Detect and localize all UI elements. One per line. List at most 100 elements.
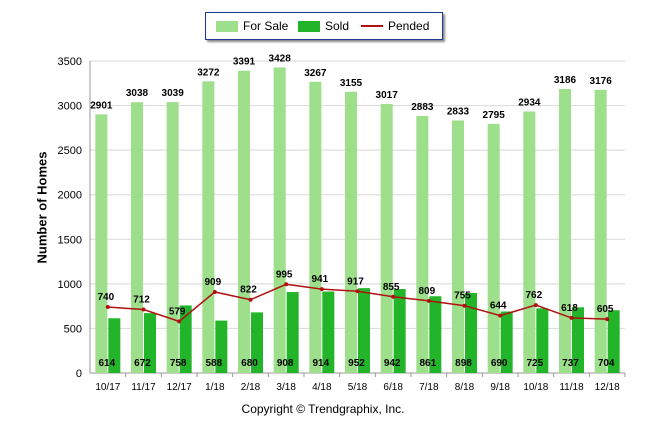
data-label-pended: 740 (97, 292, 114, 303)
legend-item-for-sale: For Sale (216, 19, 288, 33)
data-label-for-sale: 2934 (518, 97, 541, 108)
bar-for-sale (95, 114, 108, 373)
legend-line-pended (361, 25, 383, 27)
x-tick-label: 12/17 (167, 382, 192, 393)
data-label-for-sale: 3039 (162, 88, 185, 99)
bar-sold (429, 296, 442, 373)
bar-for-sale (594, 89, 607, 373)
bar-for-sale (309, 81, 322, 373)
data-label-for-sale: 3155 (340, 78, 363, 89)
bar-sold (108, 318, 121, 373)
legend-swatch-sold (298, 20, 320, 32)
point-pended (426, 298, 431, 303)
legend-label-pended: Pended (388, 19, 430, 33)
data-label-sold: 690 (491, 358, 508, 369)
bar-for-sale (238, 70, 250, 374)
bar-for-sale (202, 81, 215, 373)
data-label-for-sale: 2901 (90, 100, 113, 111)
data-label-sold: 861 (419, 358, 436, 369)
x-tick-label: 7/18 (419, 382, 439, 393)
point-pended (533, 303, 538, 308)
data-label-for-sale: 3428 (269, 53, 292, 64)
data-label-for-sale: 3391 (233, 57, 256, 68)
legend-label-sold: Sold (325, 19, 350, 33)
bar-for-sale (273, 67, 286, 374)
legend-item-sold: Sold (298, 19, 349, 33)
x-tick-label: 10/18 (523, 382, 548, 393)
data-label-sold: 952 (348, 358, 365, 369)
bar-for-sale (131, 102, 143, 374)
data-label-pended: 579 (169, 306, 186, 317)
x-tick-label: 11/18 (559, 382, 584, 393)
data-label-sold: 614 (98, 358, 115, 369)
data-label-sold: 672 (134, 358, 151, 369)
bar-sold (500, 311, 513, 373)
data-label-pended: 917 (347, 276, 364, 287)
legend-swatch-for-sale (216, 20, 238, 32)
bar-sold (393, 289, 406, 373)
bar-for-sale (523, 111, 536, 373)
data-label-pended: 618 (561, 303, 578, 314)
bar-for-sale (416, 116, 429, 373)
data-label-pended: 909 (204, 277, 221, 288)
bar-for-sale (166, 102, 179, 374)
data-label-for-sale: 2833 (447, 106, 470, 117)
bar-sold (286, 292, 299, 373)
data-label-sold: 737 (562, 358, 579, 369)
data-label-sold: 680 (241, 358, 258, 369)
point-pended (462, 303, 467, 308)
bar-sold (572, 307, 584, 373)
data-label-sold: 908 (277, 358, 294, 369)
point-pended (569, 315, 574, 320)
point-pended (248, 297, 253, 302)
bar-sold (322, 291, 335, 373)
point-pended (177, 319, 182, 324)
data-label-for-sale: 3176 (590, 76, 613, 87)
data-label-pended: 941 (311, 274, 328, 285)
bar-for-sale (452, 120, 464, 373)
y-tick-label: 500 (64, 323, 82, 335)
x-tick-label: 8/18 (455, 382, 475, 393)
data-label-pended: 822 (240, 285, 257, 296)
point-pended (284, 282, 289, 287)
bar-sold (536, 308, 549, 373)
x-tick-label: 1/18 (205, 382, 225, 393)
data-label-pended: 809 (418, 286, 435, 297)
data-label-sold: 588 (205, 358, 222, 369)
bar-for-sale (380, 104, 393, 373)
data-label-for-sale: 2883 (411, 102, 434, 113)
x-tick-label: 9/18 (490, 382, 510, 393)
data-label-for-sale: 3272 (197, 67, 220, 78)
x-tick-label: 12/18 (595, 382, 620, 393)
legend-label-for-sale: For Sale (243, 19, 289, 33)
copyright-text: Copyright © Trendgraphix, Inc. (241, 402, 405, 416)
point-pended (355, 289, 360, 294)
y-tick-label: 2000 (58, 190, 82, 202)
x-tick-label: 5/18 (348, 382, 368, 393)
data-label-pended: 995 (276, 269, 293, 280)
bar-sold (144, 313, 156, 373)
data-label-sold: 704 (598, 358, 615, 369)
data-label-for-sale: 3017 (376, 90, 399, 101)
data-label-pended: 644 (490, 301, 507, 312)
bar-sold (358, 288, 370, 373)
y-tick-label: 1500 (58, 234, 82, 246)
data-label-sold: 942 (384, 358, 401, 369)
data-label-sold: 725 (526, 358, 543, 369)
point-pended (141, 307, 146, 312)
bar-sold (251, 312, 263, 373)
data-label-sold: 758 (170, 358, 187, 369)
point-pended (498, 313, 503, 318)
data-label-pended: 762 (525, 290, 542, 301)
y-tick-label: 3000 (58, 101, 82, 113)
y-axis-label: Number of Homes (34, 151, 50, 264)
x-tick-label: 11/17 (131, 382, 156, 393)
data-label-pended: 855 (383, 282, 400, 293)
data-label-sold: 914 (312, 358, 329, 369)
x-tick-label: 2/18 (241, 382, 261, 393)
y-tick-label: 1000 (58, 279, 82, 291)
y-tick-label: 3500 (58, 56, 82, 68)
x-tick-label: 6/18 (383, 382, 403, 393)
